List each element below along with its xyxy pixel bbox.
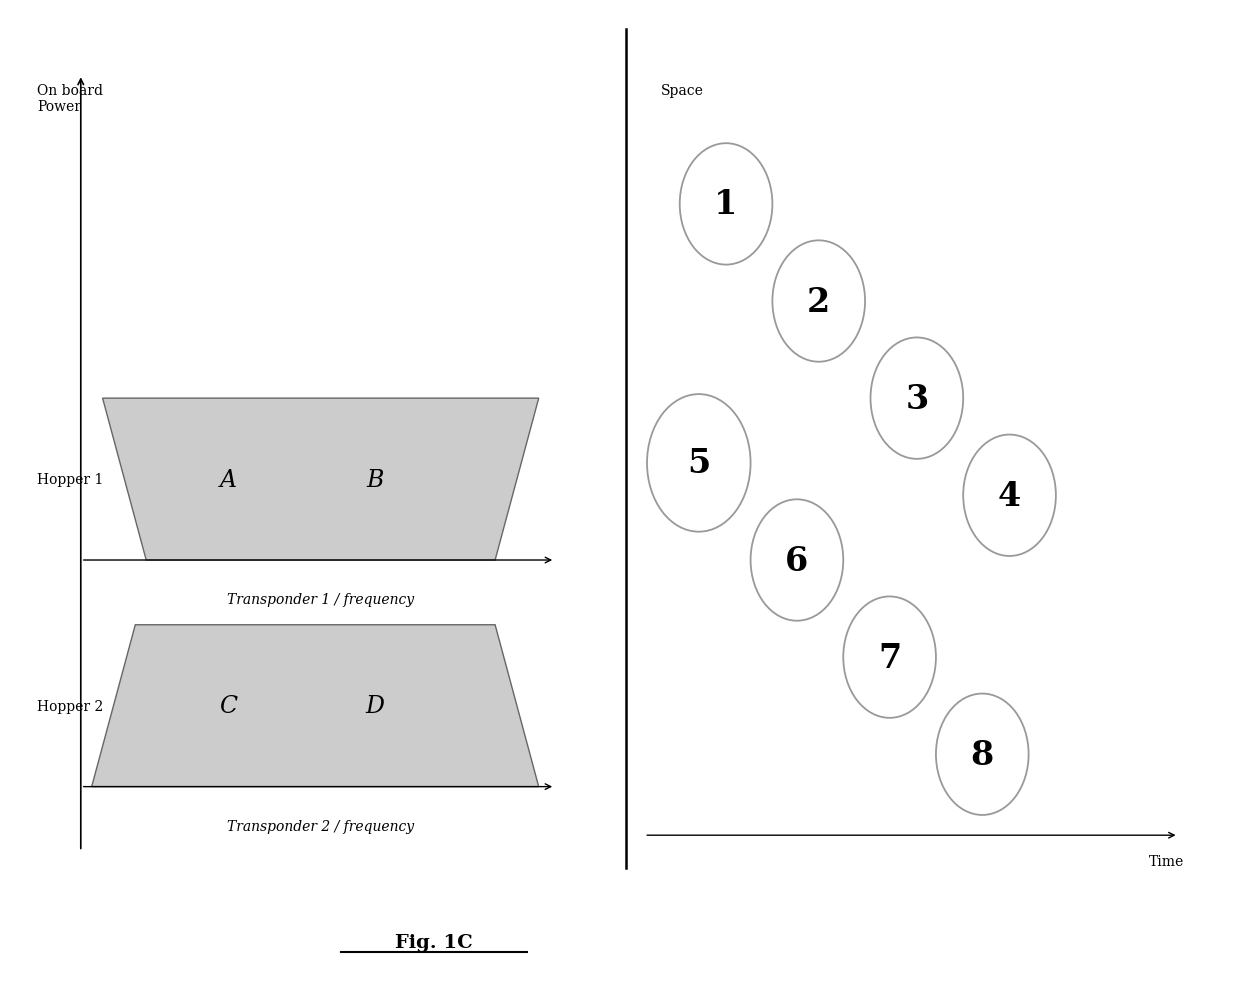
Text: A: A [219,468,237,491]
Text: On board
Power: On board Power [37,84,103,113]
Ellipse shape [963,435,1056,556]
Text: Transponder 2 / frequency: Transponder 2 / frequency [227,819,414,833]
Text: Transponder 1 / frequency: Transponder 1 / frequency [227,593,414,606]
Text: 6: 6 [786,544,809,577]
Polygon shape [103,398,539,560]
Polygon shape [92,625,539,787]
Text: 2: 2 [807,285,830,318]
Text: Hopper 1: Hopper 1 [37,472,104,486]
Text: 1: 1 [715,188,737,221]
Ellipse shape [647,394,751,532]
Text: Hopper 2: Hopper 2 [37,699,103,713]
Ellipse shape [871,338,963,459]
Text: C: C [219,694,237,718]
Text: 7: 7 [878,641,901,674]
Text: 5: 5 [688,447,710,480]
Text: 4: 4 [997,479,1021,513]
Ellipse shape [772,242,865,363]
Text: D: D [366,694,384,718]
Ellipse shape [680,144,772,265]
Ellipse shape [935,694,1028,815]
Text: Fig. 1C: Fig. 1C [395,934,472,951]
Text: 3: 3 [906,383,928,415]
Ellipse shape [751,500,844,621]
Text: B: B [367,468,384,491]
Text: Space: Space [660,84,704,98]
Text: Time: Time [1149,854,1184,868]
Ellipse shape [844,597,935,718]
Text: 8: 8 [970,738,994,771]
